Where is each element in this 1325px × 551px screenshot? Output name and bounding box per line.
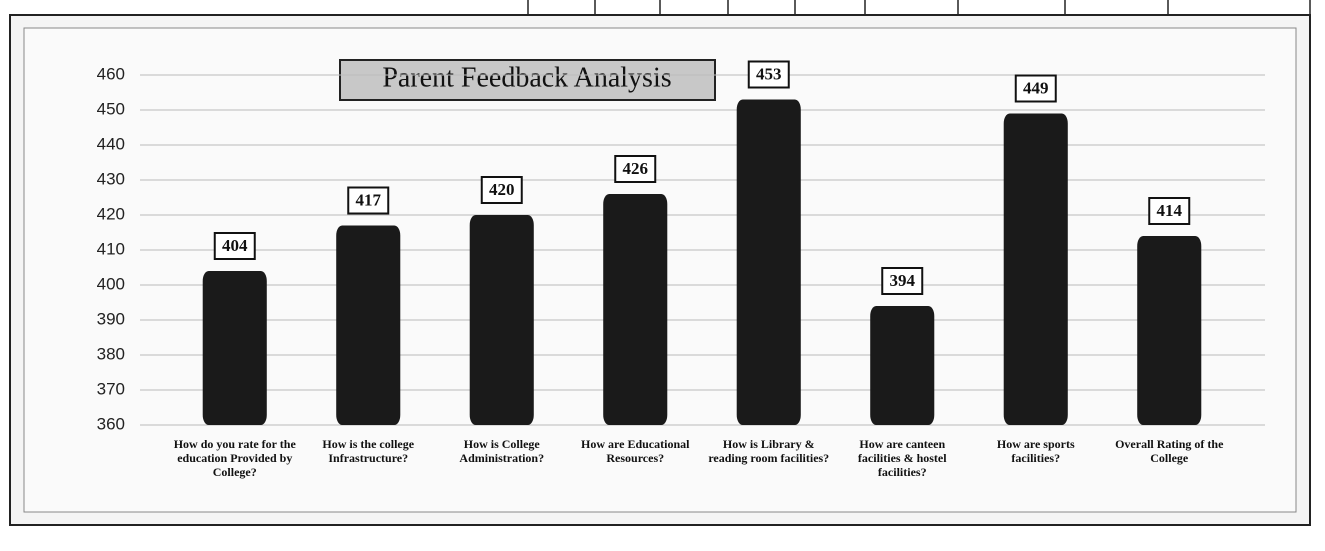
value-label-box [614,155,657,183]
bar [870,306,935,425]
value-label: 426 [623,159,649,178]
y-tick-label: 390 [97,309,125,328]
y-tick-label: 460 [97,64,125,83]
value-label-box [347,186,390,215]
value-label-box [1014,74,1057,103]
value-label-box [747,60,790,89]
value-label-box [881,267,924,295]
value-label: 420 [489,180,515,199]
x-tick-label: How is College Administration? [459,437,545,465]
x-tick-label: How do you rate for the education Provid… [173,437,296,479]
bar [1137,236,1202,425]
y-tick-label: 450 [97,99,125,118]
value-label-box [1148,197,1191,225]
x-tick-label: How are canteen facilities & hostel faci… [857,437,947,479]
y-tick-label: 410 [97,239,125,258]
y-tick-label: 380 [97,344,125,363]
x-tick-label: How are Educational Resources? [581,437,690,465]
value-label: 449 [1023,78,1049,97]
title-box [339,59,716,101]
bar [336,225,401,425]
bar [1003,113,1068,425]
bar [202,271,267,425]
value-label: 394 [890,271,916,290]
y-tick-label: 370 [97,379,125,398]
y-tick-label: 440 [97,134,125,153]
value-label-box [213,232,256,260]
y-tick-label: 430 [97,169,125,188]
y-tick-label: 400 [97,274,125,293]
value-label: 417 [356,190,382,209]
value-label: 404 [222,236,248,255]
bar [603,194,668,425]
value-label: 453 [756,64,782,83]
value-label: 414 [1157,201,1183,220]
x-tick-label: How is Library & reading room facilities… [708,437,830,465]
x-tick-label: Overall Rating of the College [1115,437,1224,465]
top-table-lines [527,0,1311,15]
bar [736,99,801,425]
bar [469,215,534,425]
y-tick-label: 420 [97,204,125,223]
value-label-box [480,176,523,204]
chart-title: Parent Feedback Analysis [382,62,671,93]
x-tick-label: How is the college Infrastructure? [322,437,415,465]
y-tick-label: 360 [97,414,125,433]
x-tick-label: How are sports facilities? [996,437,1075,465]
